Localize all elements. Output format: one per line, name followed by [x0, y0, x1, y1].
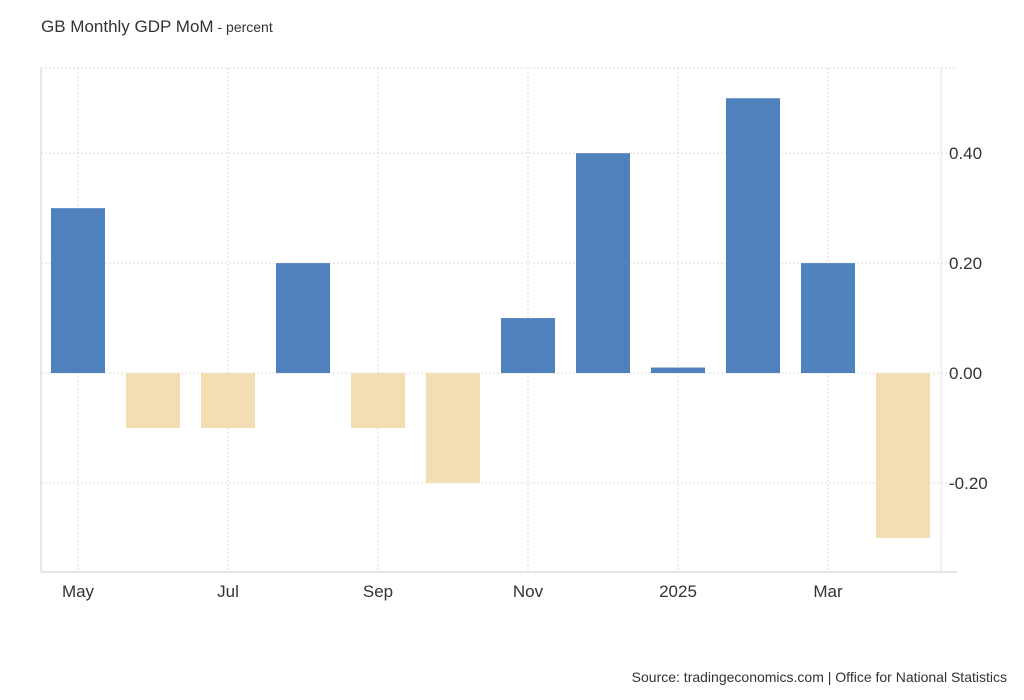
x-tick-label: 2025 [659, 582, 697, 601]
x-tick-label: Sep [363, 582, 393, 601]
y-tick-label: 0.40 [949, 144, 982, 163]
x-tick-label: May [62, 582, 95, 601]
y-tick-label: 0.00 [949, 364, 982, 383]
chart-title: GB Monthly GDP MoM - percent [41, 17, 273, 37]
bar-oct [426, 373, 480, 483]
chart-title-main: GB Monthly GDP MoM [41, 17, 214, 36]
x-tick-label: Nov [513, 582, 544, 601]
bar-jan [651, 367, 705, 374]
bar-jul [201, 373, 255, 428]
x-tick-label: Jul [217, 582, 239, 601]
y-tick-label: -0.20 [949, 474, 988, 493]
bar-apr [876, 373, 930, 538]
bar-sep [351, 373, 405, 428]
y-tick-label: 0.20 [949, 254, 982, 273]
bar-aug [276, 263, 330, 374]
bar-nov [501, 318, 555, 374]
bar-dec [576, 153, 630, 374]
source-note: Source: tradingeconomics.com | Office fo… [631, 669, 1007, 685]
bar-feb [726, 98, 780, 374]
chart-subtitle-text: percent [226, 19, 273, 35]
bar-jun [126, 373, 180, 428]
bar-may [51, 208, 105, 374]
bar-mar [801, 263, 855, 374]
chart-subtitle: - percent [213, 19, 273, 35]
x-tick-label: Mar [813, 582, 843, 601]
